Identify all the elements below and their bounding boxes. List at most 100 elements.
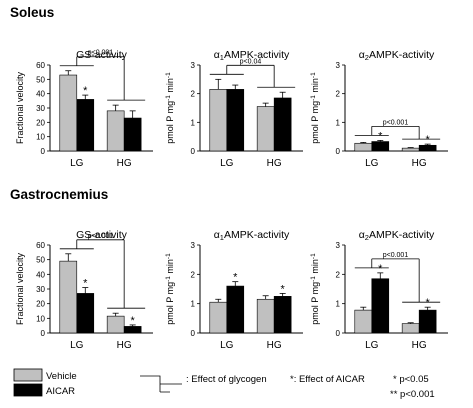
chart-panel-4: GS-activity Fractional velocity 0 10 20 30 40 5… [15,229,153,351]
section-title-soleus: Soleus [10,5,54,20]
bar-vehicle-lg [59,74,78,152]
y-tick-label: 0 [336,329,341,338]
bar-aicar-lg [371,278,390,334]
y-tick-label: 20 [36,300,45,309]
chart-panel-3: α2AMPK-activity pmol P mg-1 min-1 0 1 2 3 LG HG… [310,49,448,169]
p-value-label: p<0.001 [88,233,114,240]
legend-label-p005: * p<0.05 [393,374,429,385]
y-axis-label: pmol P mg-1 min-1 [310,253,320,325]
x-category-label: LG [220,158,234,169]
x-category-label: HG [267,340,282,351]
y-tick-label: 1 [191,118,196,127]
x-category-label: LG [365,158,379,169]
y-axis-label: pmol P mg-1 min-1 [165,72,175,144]
significance-star: * [131,315,136,327]
bar-vehicle-lg [209,89,228,152]
significance-star: * [83,278,88,290]
bar-aicar-hg [123,326,142,334]
y-tick-label: 0 [41,329,46,338]
bar-vehicle-hg [106,110,125,152]
x-category-label: LG [365,340,379,351]
bar-aicar-lg [226,89,245,152]
y-tick-label: 10 [36,133,45,142]
y-tick-label: 50 [36,256,45,265]
y-tick-label: 3 [191,241,196,250]
bar-vehicle-lg [209,301,228,334]
significance-star: * [233,272,238,284]
x-category-label: HG [412,158,427,169]
legend-swatch-vehicle [13,368,43,382]
chart-panel-1: GS-activity Fractional velocity 0 10 20 30 40 5… [15,49,153,169]
chart-panel-6: α2AMPK-activity pmol P mg-1 min-1 0 1 2 3 LG HG… [310,229,448,351]
legend-label-vehicle: Vehicle [46,371,77,382]
y-axis-label: Fractional velocity [15,252,25,325]
y-tick-label: 2 [191,270,196,279]
y-tick-label: 60 [36,61,45,70]
bar-vehicle-hg [401,323,420,334]
legend-glycogen-bracket-icon [140,375,182,393]
x-category-label: HG [117,340,132,351]
bar-aicar-lg [76,99,95,152]
y-tick-label: 10 [36,314,45,323]
bar-aicar-hg [273,97,292,152]
y-tick-label: 2 [336,90,341,99]
y-tick-label: 30 [36,104,45,113]
bar-vehicle-hg [256,106,275,152]
significance-star: * [426,134,431,146]
significance-star: * [378,263,383,275]
x-category-label: LG [220,340,234,351]
significance-star: * [378,130,383,142]
significance-star: * [426,297,431,309]
chart-title: GS-activity [76,49,128,61]
y-axis-label: pmol P mg-1 min-1 [310,72,320,144]
chart-panel-2: α1AMPK-activity pmol P mg-1 min-1 0 1 2 3 LG HG… [165,49,303,169]
y-tick-label: 0 [336,147,341,156]
x-category-label: HG [412,340,427,351]
chart-title: α2AMPK-activity [359,229,435,242]
bar-aicar-hg [418,144,437,152]
y-tick-label: 2 [191,90,196,99]
y-tick-label: 1 [336,300,341,309]
y-axis-label: Fractional velocity [15,71,25,144]
section-title-gastrocnemius: Gastrocnemius [10,187,108,202]
y-tick-label: 3 [191,61,196,70]
bar-vehicle-hg [401,147,420,152]
y-axis-label: pmol P mg-1 min-1 [165,253,175,325]
legend-swatch-aicar [13,383,43,397]
chart-title: α1AMPK-activity [214,49,290,62]
y-tick-label: 0 [41,147,46,156]
bar-vehicle-lg [59,260,78,334]
y-tick-label: 3 [336,241,341,250]
y-tick-label: 1 [191,300,196,309]
bar-vehicle-hg [106,315,125,334]
chart-title: GS-activity [76,229,128,241]
y-tick-label: 0 [191,329,196,338]
legend-label-aicar: AICAR [46,386,75,397]
bar-vehicle-lg [354,142,373,152]
bar-aicar-hg [418,309,437,334]
p-value-label: p<0.001 [383,252,409,259]
y-tick-label: 0 [191,147,196,156]
legend: Vehicle AICAR : Effect of glycogen *: Ef… [13,368,435,400]
p-value-label: p<0.001 [88,50,114,57]
chart-title: α2AMPK-activity [359,49,435,62]
chart-panel-5: α1AMPK-activity pmol P mg-1 min-1 0 1 2 3 LG HG… [165,229,303,351]
x-category-label: LG [70,158,84,169]
bar-aicar-hg [123,117,142,152]
y-tick-label: 50 [36,75,45,84]
p-value-label: p<0.001 [383,119,409,126]
y-tick-label: 30 [36,285,45,294]
legend-label-aicar-effect: *: Effect of AICAR [290,374,365,385]
bar-vehicle-lg [354,309,373,334]
bar-vehicle-hg [256,298,275,334]
chart-title: α1AMPK-activity [214,229,290,242]
legend-label-glycogen: : Effect of glycogen [186,374,267,385]
y-tick-label: 40 [36,90,45,99]
y-tick-label: 3 [336,61,341,70]
bar-aicar-hg [273,296,292,334]
x-category-label: HG [267,158,282,169]
legend-label-p0001: ** p<0.001 [390,389,435,400]
x-category-label: HG [117,158,132,169]
